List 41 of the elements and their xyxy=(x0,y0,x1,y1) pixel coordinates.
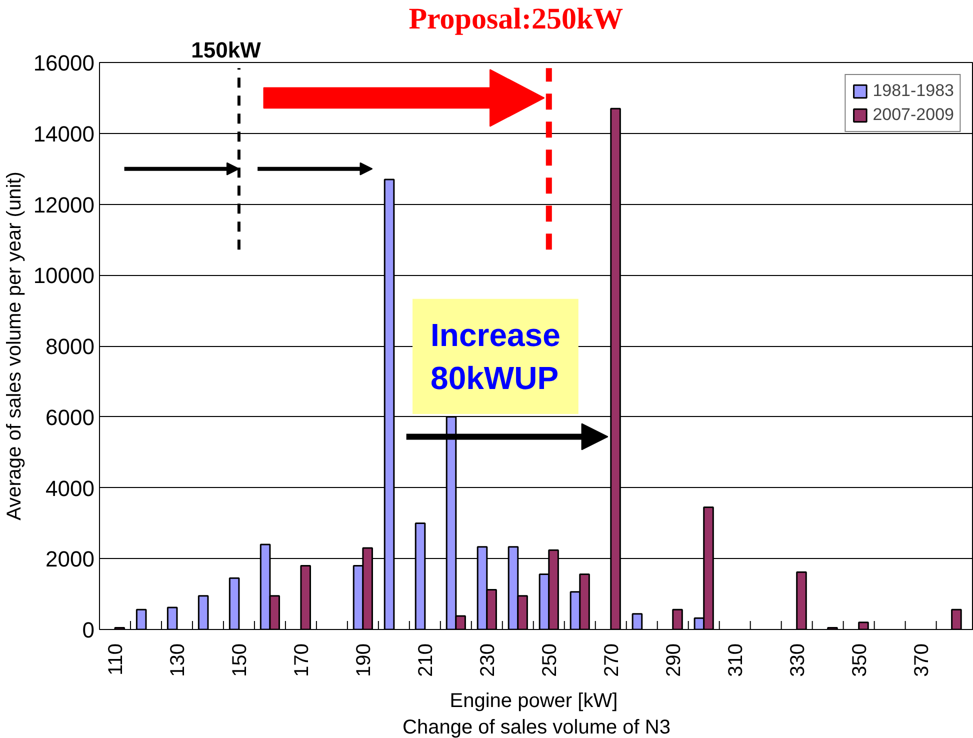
x-tick-label: 210 xyxy=(414,643,437,677)
bar xyxy=(672,608,683,630)
bar xyxy=(858,622,869,630)
x-tick-label: 170 xyxy=(290,643,313,677)
x-tick-label: 310 xyxy=(724,643,747,677)
y-tick-label: 6000 xyxy=(46,404,95,430)
bar xyxy=(300,564,311,630)
ref-line-label: 150kW xyxy=(191,38,262,62)
annotation: Increase 80kWUP xyxy=(430,316,560,396)
x-tick-label: 110 xyxy=(104,643,127,676)
x-tick-label: 230 xyxy=(476,643,499,677)
x-tick-label: 350 xyxy=(848,643,871,677)
x-tick-label: 290 xyxy=(662,643,685,677)
y-tick-label: 12000 xyxy=(33,192,95,218)
bar xyxy=(166,606,178,630)
y-tick-label: 2000 xyxy=(46,546,95,572)
text: Change of sales volume of N3 xyxy=(402,716,670,738)
legend-label: 2007-2009 xyxy=(872,105,954,125)
y-tick-label: 16000 xyxy=(33,50,95,76)
bar xyxy=(951,608,962,630)
bar xyxy=(632,613,643,630)
x-tick-label: 330 xyxy=(786,643,809,677)
x-axis-title: Engine power [kW] xyxy=(450,690,618,712)
x-tick-label: 250 xyxy=(538,643,561,677)
bar xyxy=(796,571,807,630)
bar xyxy=(198,595,209,630)
y-axis-title: Average of sales volume per year (unit) xyxy=(3,172,26,520)
x-tick-label: 190 xyxy=(352,643,375,677)
y-tick-label: 8000 xyxy=(46,334,95,359)
x-tick-label: 370 xyxy=(910,643,933,677)
legend-label: 1981-1983 xyxy=(872,81,954,101)
x-tick-label: 270 xyxy=(600,643,623,677)
x-tick-label: 130 xyxy=(166,643,189,677)
y-tick-label: 10000 xyxy=(33,263,95,288)
ref-line-label: Proposal:250kW xyxy=(408,2,624,36)
y-tick-label: 14000 xyxy=(33,121,95,146)
y-tick-label: 0 xyxy=(82,618,95,642)
y-tick-label: 4000 xyxy=(46,476,95,501)
x-tick-label: 150 xyxy=(228,643,251,677)
bar xyxy=(136,608,147,630)
bar xyxy=(228,577,240,630)
